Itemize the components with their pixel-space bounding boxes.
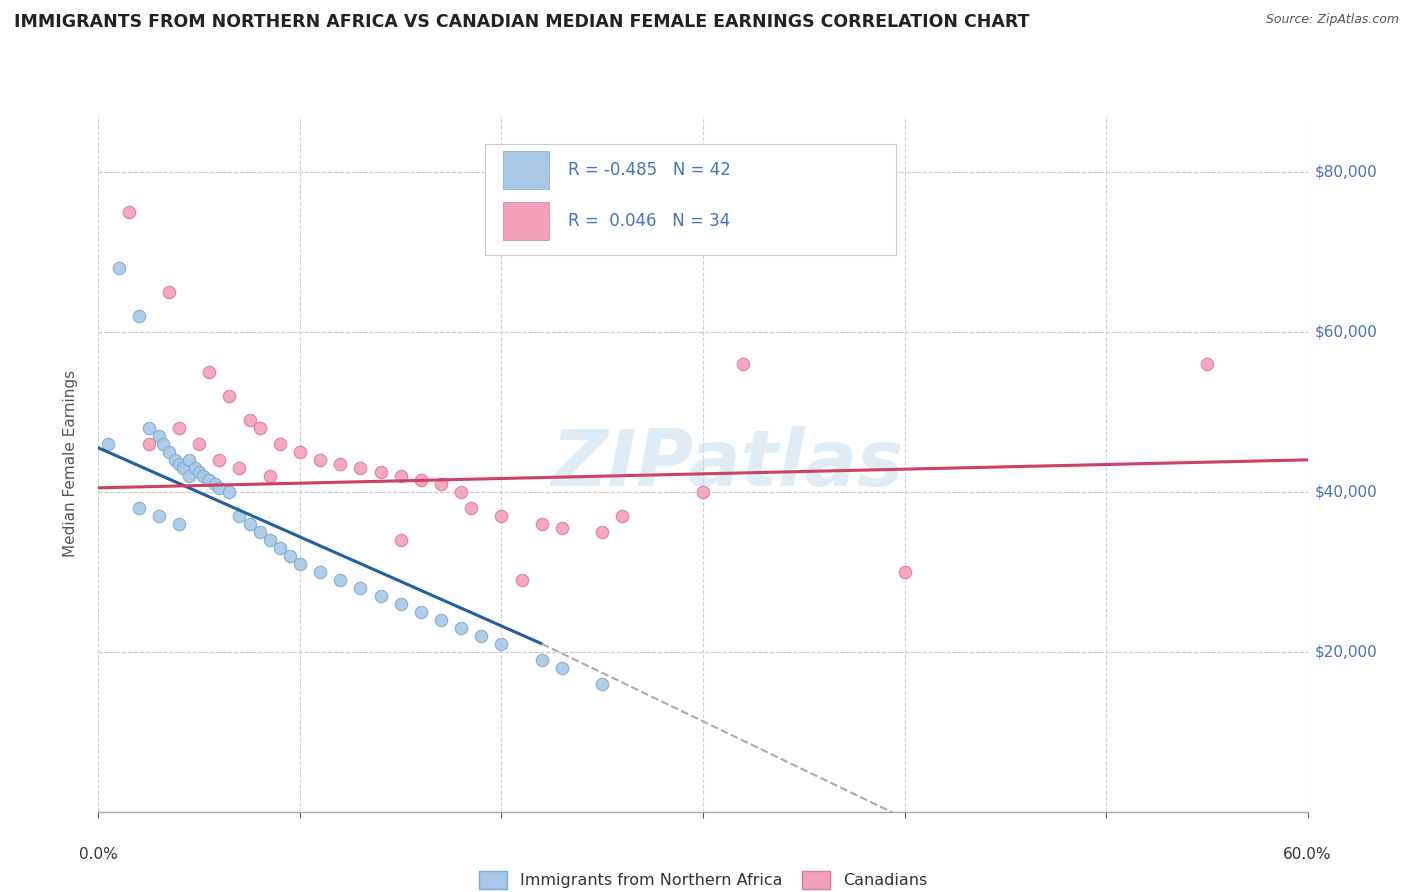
Text: 0.0%: 0.0%	[79, 847, 118, 863]
Point	[470, 629, 492, 643]
Text: ZIPatlas: ZIPatlas	[551, 425, 903, 502]
Point	[491, 637, 513, 651]
Point	[259, 468, 281, 483]
Point	[188, 465, 211, 479]
Point	[510, 573, 533, 587]
Point	[118, 205, 141, 219]
Text: 60.0%: 60.0%	[1284, 847, 1331, 863]
Point	[329, 573, 352, 587]
Point	[430, 613, 453, 627]
Point	[733, 357, 755, 371]
Text: $40,000: $40,000	[1315, 484, 1378, 500]
Point	[148, 429, 170, 443]
Point	[107, 260, 129, 275]
Point	[204, 476, 226, 491]
Text: $20,000: $20,000	[1315, 644, 1378, 659]
Point	[591, 524, 613, 539]
Point	[460, 500, 482, 515]
Point	[370, 465, 392, 479]
Point	[157, 285, 180, 299]
Point	[269, 437, 291, 451]
Point	[491, 508, 513, 523]
Point	[167, 421, 190, 435]
Point	[409, 605, 432, 619]
Point	[249, 421, 271, 435]
Point	[228, 460, 250, 475]
Text: $80,000: $80,000	[1315, 164, 1378, 179]
Text: Source: ZipAtlas.com: Source: ZipAtlas.com	[1265, 13, 1399, 27]
Point	[893, 565, 915, 579]
Point	[389, 533, 412, 547]
Point	[409, 473, 432, 487]
Point	[551, 521, 574, 535]
Point	[309, 565, 332, 579]
Point	[530, 516, 553, 531]
Point	[172, 460, 194, 475]
Point	[179, 468, 201, 483]
Point	[389, 468, 412, 483]
Point	[692, 484, 714, 499]
Point	[370, 589, 392, 603]
Point	[530, 653, 553, 667]
Point	[167, 457, 190, 471]
Point	[329, 457, 352, 471]
Point	[450, 621, 472, 635]
Point	[239, 413, 262, 427]
Point	[157, 445, 180, 459]
Point	[218, 389, 240, 403]
Point	[218, 484, 240, 499]
Point	[1195, 357, 1218, 371]
Text: $60,000: $60,000	[1315, 325, 1378, 339]
Point	[450, 484, 472, 499]
FancyBboxPatch shape	[503, 151, 550, 189]
Point	[128, 500, 150, 515]
Point	[198, 473, 221, 487]
Point	[128, 309, 150, 323]
Text: R = -0.485   N = 42: R = -0.485 N = 42	[568, 161, 731, 179]
Point	[349, 460, 371, 475]
Point	[591, 677, 613, 691]
Point	[184, 460, 207, 475]
Y-axis label: Median Female Earnings: Median Female Earnings	[63, 370, 77, 558]
Point	[138, 437, 160, 451]
Point	[163, 453, 186, 467]
FancyBboxPatch shape	[503, 202, 550, 240]
Point	[167, 516, 190, 531]
Point	[309, 453, 332, 467]
Point	[97, 437, 120, 451]
Point	[551, 661, 574, 675]
Point	[259, 533, 281, 547]
Point	[612, 508, 634, 523]
Point	[208, 481, 231, 495]
Point	[278, 549, 301, 563]
Point	[228, 508, 250, 523]
Point	[193, 468, 215, 483]
Point	[138, 421, 160, 435]
Point	[179, 453, 201, 467]
Point	[288, 557, 311, 571]
Point	[349, 581, 371, 595]
Point	[288, 445, 311, 459]
FancyBboxPatch shape	[485, 144, 897, 255]
Point	[430, 476, 453, 491]
Text: R =  0.046   N = 34: R = 0.046 N = 34	[568, 211, 730, 229]
Legend: Immigrants from Northern Africa, Canadians: Immigrants from Northern Africa, Canadia…	[474, 866, 932, 892]
Point	[389, 597, 412, 611]
Point	[208, 453, 231, 467]
Point	[239, 516, 262, 531]
Point	[152, 437, 174, 451]
Point	[148, 508, 170, 523]
Point	[269, 541, 291, 555]
Text: IMMIGRANTS FROM NORTHERN AFRICA VS CANADIAN MEDIAN FEMALE EARNINGS CORRELATION C: IMMIGRANTS FROM NORTHERN AFRICA VS CANAD…	[14, 13, 1029, 31]
Point	[198, 365, 221, 379]
Point	[188, 437, 211, 451]
Point	[249, 524, 271, 539]
